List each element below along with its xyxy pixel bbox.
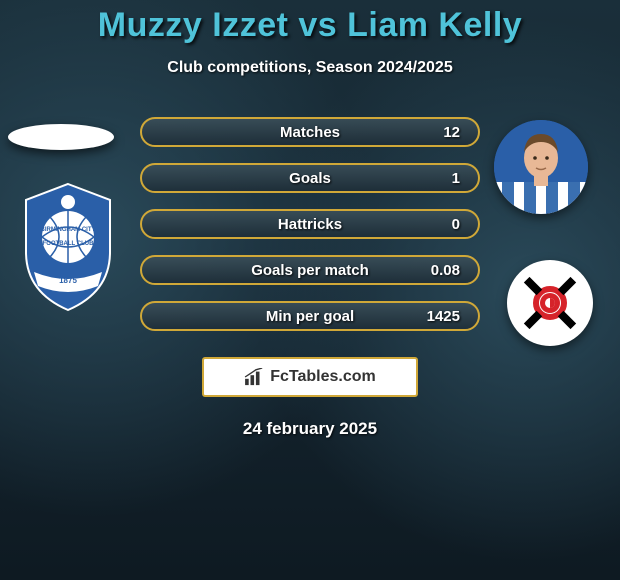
stat-value-right: 0.08 bbox=[431, 262, 460, 279]
stat-label: Goals per match bbox=[160, 262, 460, 279]
stat-value-right: 1 bbox=[452, 170, 460, 187]
stat-label: Hattricks bbox=[160, 216, 460, 233]
subtitle: Club competitions, Season 2024/2025 bbox=[0, 59, 620, 77]
bar-chart-icon bbox=[244, 368, 266, 386]
stat-row: Goals1 bbox=[140, 163, 480, 193]
stat-row: Hattricks0 bbox=[140, 209, 480, 239]
stat-label: Matches bbox=[160, 124, 460, 141]
page-title: Muzzy Izzet vs Liam Kelly bbox=[0, 0, 620, 45]
stat-value-right: 1425 bbox=[427, 308, 460, 325]
stat-value-right: 0 bbox=[452, 216, 460, 233]
stat-row: Matches12 bbox=[140, 117, 480, 147]
attribution-text: FcTables.com bbox=[270, 368, 376, 386]
stat-label: Goals bbox=[160, 170, 460, 187]
stats-list: Matches12 Goals1 Hattricks0 Goals per match… bbox=[140, 117, 480, 331]
stat-value-right: 12 bbox=[443, 124, 460, 141]
stat-row: Min per goal1425 bbox=[140, 301, 480, 331]
attribution-badge[interactable]: FcTables.com bbox=[202, 357, 418, 397]
date-label: 24 february 2025 bbox=[0, 419, 620, 439]
stat-label: Min per goal bbox=[160, 308, 460, 325]
stat-row: Goals per match0.08 bbox=[140, 255, 480, 285]
